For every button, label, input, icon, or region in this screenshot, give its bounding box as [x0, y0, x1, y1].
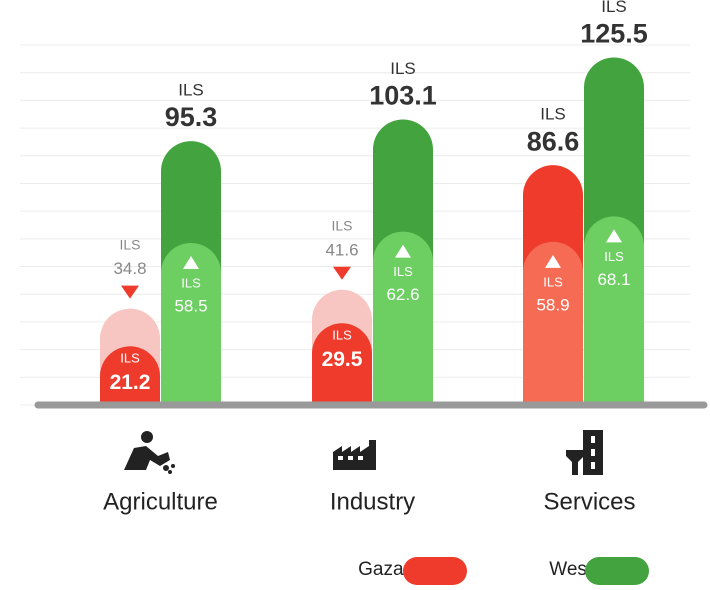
value-label: 103.1: [369, 81, 437, 111]
arrow-up: [395, 244, 411, 258]
unit-label: ILS: [543, 274, 563, 289]
bar-inner: [161, 243, 221, 405]
value-label: 62.6: [386, 285, 419, 304]
value-label: 125.5: [580, 19, 648, 49]
icon-agriculture: [124, 431, 175, 474]
unit-label: ILS: [601, 0, 627, 16]
unit-label: ILS: [540, 105, 566, 124]
legend-swatch: [403, 557, 467, 585]
unit-label: ILS: [604, 249, 624, 264]
value-label: 21.2: [110, 371, 151, 394]
arrow-up: [606, 229, 622, 243]
bar-inner: [373, 231, 433, 405]
icon-services: [566, 430, 603, 475]
icon-industry: [333, 440, 376, 470]
arrow-down: [333, 266, 351, 280]
arrow-up: [183, 256, 199, 269]
value-label: 58.5: [174, 296, 207, 315]
bar-inner: [312, 323, 372, 405]
category-label: Services: [543, 488, 635, 515]
unit-label: ILS: [331, 218, 352, 234]
arrow-up: [545, 254, 561, 268]
category-label: Agriculture: [103, 488, 218, 515]
value-label: 34.8: [113, 259, 146, 278]
unit-label: ILS: [390, 59, 416, 78]
unit-label: ILS: [178, 81, 204, 100]
bar-inner: [523, 241, 583, 405]
value-label: 29.5: [322, 348, 363, 371]
unit-label: ILS: [120, 351, 140, 366]
unit-label: ILS: [332, 328, 352, 343]
category-label: Industry: [330, 488, 415, 515]
bar-inner: [584, 216, 644, 405]
unit-label: ILS: [181, 275, 201, 290]
value-label: 58.9: [536, 295, 569, 314]
bar-inner: [100, 346, 160, 405]
arrow-down: [121, 285, 139, 299]
value-label: 68.1: [597, 270, 630, 289]
unit-label: ILS: [393, 264, 413, 279]
value-label: 86.6: [527, 126, 580, 156]
value-label: 95.3: [165, 102, 218, 132]
unit-label: ILS: [119, 236, 140, 252]
value-label: 41.6: [325, 240, 358, 259]
legend-swatch: [585, 557, 649, 585]
